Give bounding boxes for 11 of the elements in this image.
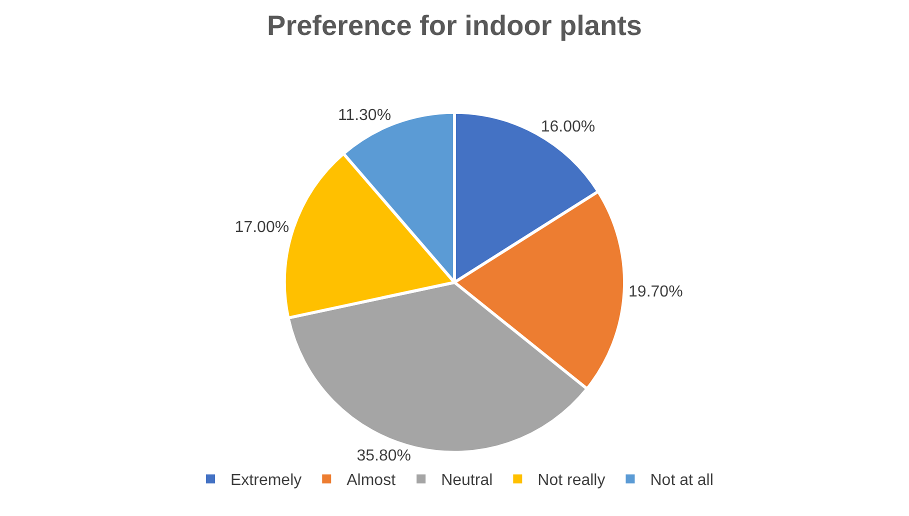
data-label: 19.70%: [628, 284, 683, 301]
legend-label: Almost: [346, 472, 396, 490]
chart-title: Preference for indoor plants: [267, 10, 642, 42]
legend-label: Neutral: [441, 472, 493, 490]
legend-label: Extremely: [230, 472, 302, 490]
legend-label: Not at all: [650, 472, 714, 490]
data-label: 35.80%: [356, 447, 411, 464]
legend-label: Not really: [538, 472, 606, 490]
data-label: 17.00%: [234, 218, 290, 236]
data-label: 16.00%: [540, 118, 596, 136]
data-label: 11.30%: [338, 106, 392, 124]
